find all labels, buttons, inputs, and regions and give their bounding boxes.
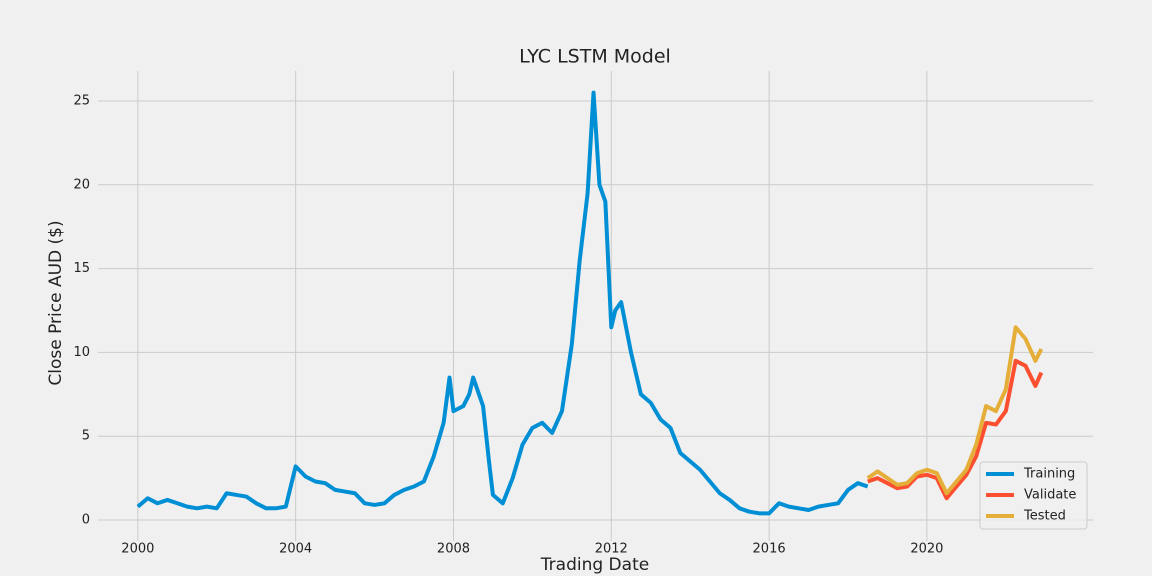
x-tick-label: 2012: [595, 542, 628, 557]
legend-label: Tested: [1023, 509, 1066, 524]
x-tick-label: 2016: [753, 542, 786, 557]
x-tick-label: 2020: [910, 542, 943, 557]
x-axis-label: Trading Date: [540, 555, 649, 575]
y-axis-label: Close Price AUD ($): [46, 220, 66, 385]
y-tick-label: 10: [73, 345, 90, 360]
data-line: [866, 325, 1044, 496]
legend: Training Validate Tested: [979, 461, 1088, 530]
chart-title: LYC LSTM Model: [519, 46, 671, 68]
y-tick-label: 25: [73, 94, 90, 109]
x-tick-label: 2008: [437, 542, 470, 557]
legend-box: [979, 461, 1088, 530]
y-tick-label: 5: [82, 429, 90, 444]
y-tick-label: 15: [73, 261, 90, 276]
data-line: [867, 358, 1044, 501]
x-tick-label: 2004: [279, 542, 312, 557]
y-tick-label: 20: [73, 177, 90, 192]
legend-label: Training: [1023, 467, 1075, 482]
legend-label: Validate: [1024, 488, 1076, 503]
data-line: [136, 90, 869, 516]
y-tick-label: 0: [82, 513, 90, 528]
x-tick-label: 2000: [121, 542, 154, 557]
